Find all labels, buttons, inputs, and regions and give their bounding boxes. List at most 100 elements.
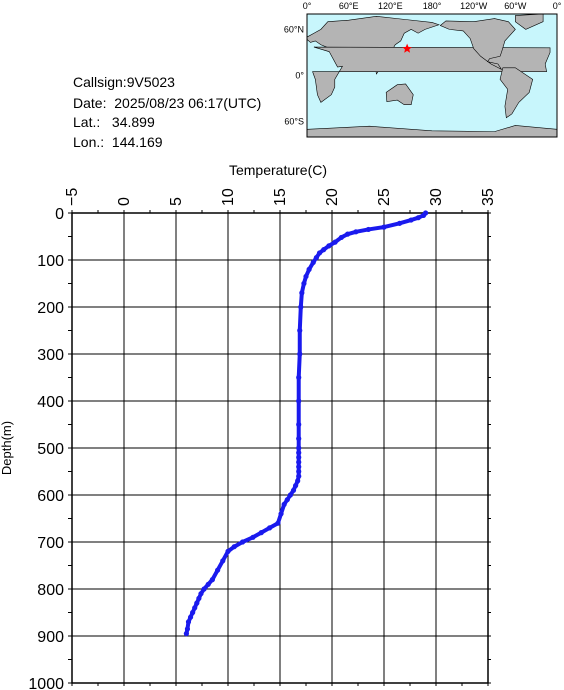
y-tick-label: 800	[37, 582, 64, 599]
data-point	[296, 436, 302, 442]
data-point	[239, 539, 246, 545]
data-point	[275, 520, 281, 526]
data-point	[201, 586, 207, 592]
data-point	[215, 567, 221, 573]
data-point	[397, 220, 403, 226]
data-point	[287, 492, 293, 498]
data-point	[184, 626, 191, 632]
data-point	[310, 259, 316, 265]
map-latitude-label: 0°	[295, 71, 304, 81]
data-point	[313, 255, 319, 261]
station-marker-icon	[402, 43, 412, 53]
north-america-landmass	[439, 18, 516, 71]
data-point	[231, 544, 237, 550]
data-point	[298, 304, 304, 310]
data-point	[321, 247, 327, 253]
data-point	[296, 454, 302, 460]
x-tick-label: 30	[428, 188, 445, 206]
x-tick-label: 25	[376, 188, 393, 206]
date-text: Date: 2025/08/23 06:17(UTC)	[73, 95, 262, 111]
map-svg: 0° 60°E 120°E 180° 120°W 60°W 0° 60°N 0° 60°S	[284, 1, 562, 138]
data-point	[332, 239, 338, 245]
data-point	[225, 548, 231, 555]
data-point	[258, 530, 264, 536]
data-point	[220, 558, 226, 564]
map-longitude-label: 60°W	[504, 1, 527, 11]
data-point	[345, 231, 351, 237]
data-point	[296, 421, 302, 428]
data-point	[316, 250, 323, 256]
data-point	[299, 290, 305, 296]
y-tick-label: 200	[37, 300, 64, 317]
south-america-landmass	[499, 67, 534, 119]
data-point	[296, 468, 302, 475]
data-point	[365, 226, 371, 233]
y-tick-label: 600	[37, 488, 64, 505]
data-point	[297, 351, 303, 357]
data-point	[306, 266, 312, 272]
data-point	[297, 327, 303, 334]
data-point	[296, 464, 302, 470]
data-point	[194, 600, 200, 606]
data-point	[198, 591, 204, 597]
map-longitude-label: 60°E	[339, 1, 359, 11]
x-tick-label: 0	[116, 197, 133, 206]
x-tick-label: 35	[480, 188, 497, 206]
temperature-profile-points	[183, 210, 429, 637]
data-point	[293, 483, 299, 489]
data-point	[187, 614, 194, 620]
y-tick-label: 1000	[28, 676, 64, 690]
data-point	[381, 224, 387, 230]
x-tick-label: 5	[168, 197, 185, 206]
y-tick-label: 900	[37, 629, 64, 646]
map-longitude-label: 120°E	[378, 1, 403, 11]
data-point	[190, 609, 196, 616]
data-point	[301, 280, 307, 287]
map-latitude-label: 60°N	[284, 24, 304, 34]
data-point	[326, 243, 332, 249]
data-point	[278, 511, 284, 517]
y-tick-label: 500	[37, 441, 64, 458]
latitude-text: Lat.: 34.899	[73, 114, 155, 130]
callsign-text: Callsign:9V5023	[73, 74, 175, 90]
data-point	[183, 631, 189, 637]
map-longitude-label: 120°W	[460, 1, 488, 11]
y-tick-label: 100	[37, 253, 64, 270]
data-point	[290, 487, 297, 493]
africa-landmass	[312, 46, 551, 103]
data-point	[296, 450, 302, 456]
x-axis-title: Temperature(C)	[229, 162, 327, 178]
map-longitude-label: 0°	[303, 1, 312, 11]
data-point	[205, 581, 211, 587]
data-point	[303, 273, 309, 280]
grid-lines	[71, 212, 489, 684]
data-point	[284, 497, 290, 503]
data-point	[250, 534, 256, 540]
map-longitude-label: 0°	[553, 1, 562, 11]
data-point	[185, 619, 192, 625]
data-point	[295, 478, 301, 484]
world-map-inset: 0° 60°E 120°E 180° 120°W 60°W 0° 60°N 0° 60°S	[0, 0, 564, 165]
x-tick-label: 15	[272, 188, 289, 206]
y-tick-label: 700	[37, 535, 64, 552]
data-point	[296, 445, 302, 451]
map-latitude-label: 60°S	[284, 117, 304, 127]
map-longitude-label: 180°	[423, 1, 442, 11]
data-point	[296, 398, 302, 404]
data-point	[296, 473, 302, 479]
australia-landmass	[385, 83, 414, 106]
x-tick-label: 10	[220, 188, 237, 206]
data-point	[408, 217, 414, 223]
x-tick-label: 20	[324, 188, 341, 206]
data-point	[338, 234, 344, 241]
data-point	[296, 459, 302, 465]
data-point	[353, 229, 359, 235]
data-point	[192, 605, 198, 611]
y-tick-label: 400	[37, 394, 64, 411]
data-point	[196, 595, 202, 602]
data-point	[209, 577, 215, 583]
data-point	[267, 525, 273, 531]
longitude-text: Lon.: 144.169	[73, 134, 163, 150]
x-tick-label: −5	[64, 188, 81, 206]
